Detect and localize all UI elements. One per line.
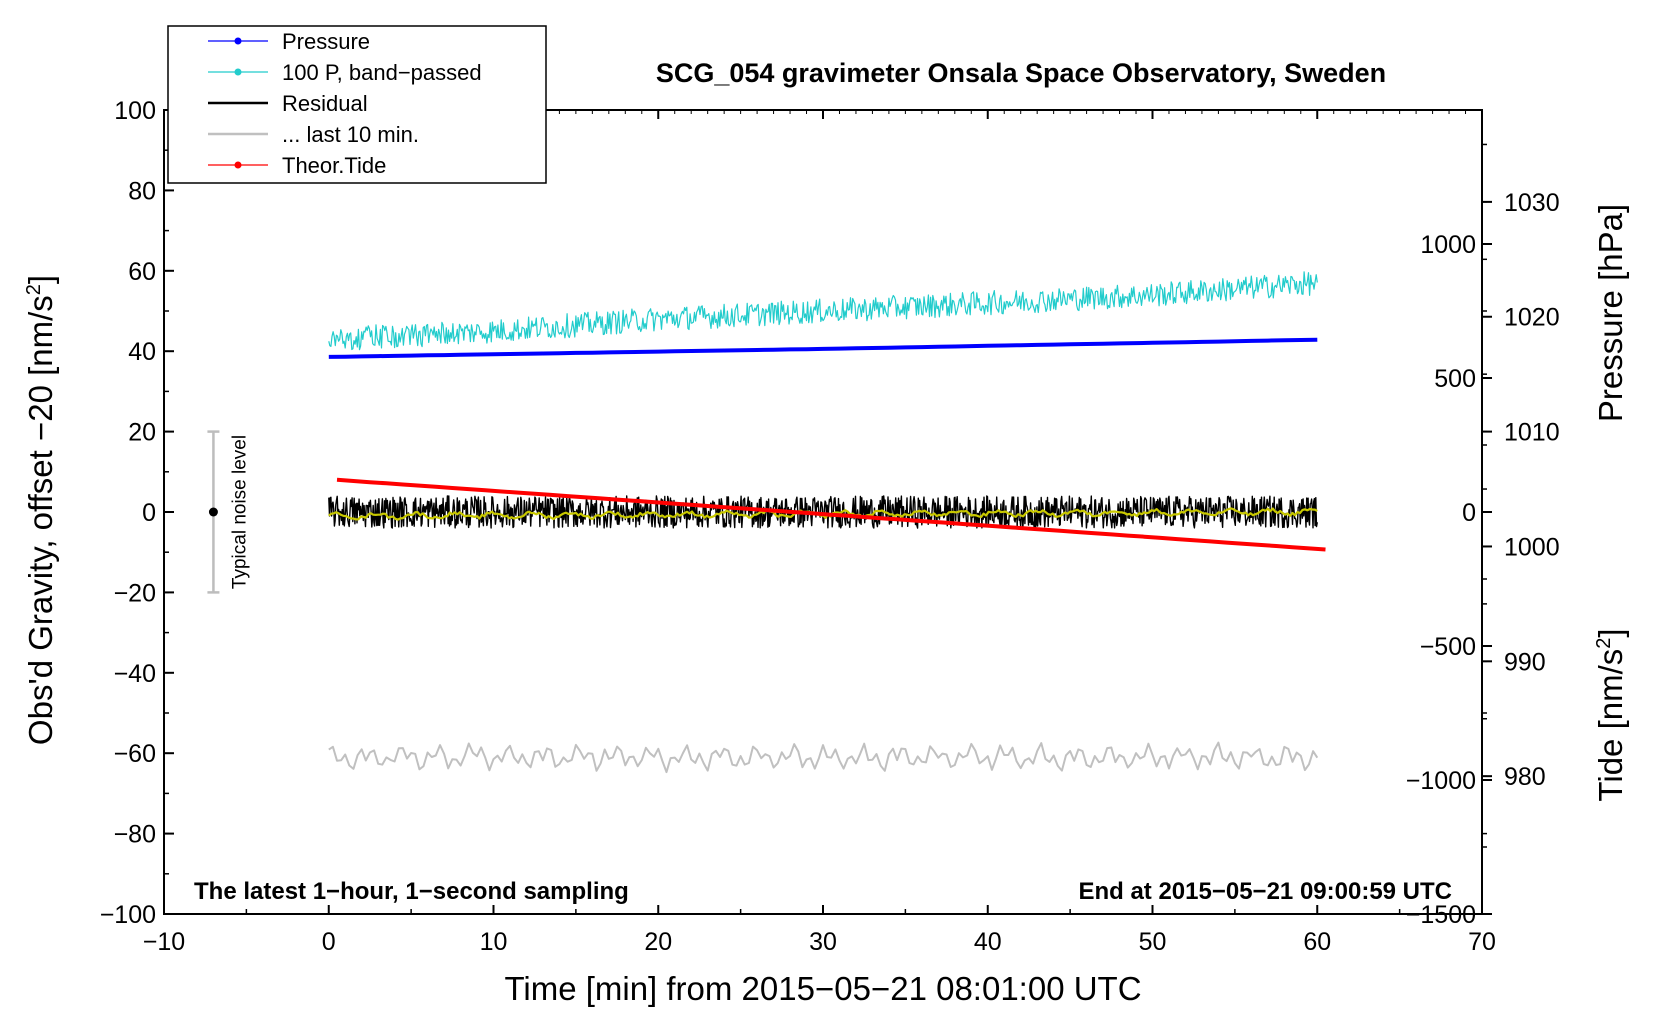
y-tick-label: 60: [128, 258, 156, 286]
y-axis-title-left: Obs'd Gravity, offset −20 [nm/s2]: [22, 275, 59, 745]
legend-label: 100 P, band−passed: [282, 60, 482, 85]
x-tick-label: −10: [143, 928, 185, 956]
y-tick-label: −80: [114, 821, 156, 849]
y-tick-label: 20: [128, 419, 156, 447]
x-tick-label: 50: [1139, 928, 1167, 956]
annotation-bottom-left: The latest 1−hour, 1−second sampling: [194, 878, 629, 905]
series-residual: [328, 495, 1318, 529]
pressure-tick-label: 1020: [1504, 304, 1560, 332]
x-tick-label: 30: [809, 928, 837, 956]
ticks-layer: −10 0 10 20 30 40 50 60 70−100−80−60−40−20020406…: [100, 97, 1560, 956]
x-tick-label: 70: [1468, 928, 1496, 956]
pressure-tick-label: 1030: [1504, 189, 1560, 217]
series-theor-tide: [336, 477, 1326, 552]
legend-marker: [234, 161, 242, 169]
x-axis-title: Time [min] from 2015−05−21 08:01:00 UTC: [504, 970, 1141, 1007]
tide-axis-title-end: ]: [1592, 628, 1629, 637]
tide-tick-label: 500: [1434, 365, 1476, 393]
legend: Pressure 100 P, band−passed Residual ... la…: [167, 25, 547, 184]
chart-title: SCG_054 gravimeter Onsala Space Observat…: [656, 58, 1386, 88]
tide-tick-label: −1000: [1406, 767, 1476, 795]
noise-bar-center-dot: [208, 507, 218, 517]
annotation-bottom-right: End at 2015−05−21 09:00:59 UTC: [1078, 878, 1452, 905]
legend-label: Residual: [282, 91, 368, 116]
legend-marker: [234, 68, 242, 76]
tide-tick-label: 0: [1462, 499, 1476, 527]
series-layer: [328, 271, 1326, 774]
x-tick-label: 60: [1303, 928, 1331, 956]
tide-tick-label: −500: [1420, 633, 1476, 661]
pressure-tick-label: 990: [1504, 648, 1546, 676]
y-axis-title-left-main: Obs'd Gravity, offset −20 [nm/s: [22, 295, 59, 745]
y-tick-label: 40: [128, 338, 156, 366]
y-tick-label: 80: [128, 177, 156, 205]
y-tick-label: −40: [114, 660, 156, 688]
y-tick-label: −100: [100, 901, 156, 929]
x-tick-label: 0: [322, 928, 336, 956]
tide-axis-title-sup: 2: [1593, 638, 1615, 649]
noise-bar: Typical noise level: [207, 430, 250, 594]
series-pressure: [328, 337, 1318, 359]
noise-bar-label: Typical noise level: [229, 435, 250, 589]
x-tick-label: 20: [644, 928, 672, 956]
series-100-p-band-passed: [328, 271, 1318, 351]
y-axis-title-left-end: ]: [22, 275, 59, 284]
y-axis-title-left-sup: 2: [23, 284, 45, 295]
pressure-tick-label: 980: [1504, 763, 1546, 791]
y-tick-label: −20: [114, 579, 156, 607]
legend-label: Theor.Tide: [282, 153, 386, 178]
x-tick-label: 10: [480, 928, 508, 956]
tide-axis-title: Tide [nm/s2]: [1592, 628, 1629, 801]
tide-axis-title-main: Tide [nm/s: [1592, 649, 1629, 802]
legend-marker: [234, 37, 242, 45]
pressure-axis-title: Pressure [hPa]: [1592, 204, 1629, 422]
y-tick-label: −60: [114, 740, 156, 768]
pressure-tick-label: 1000: [1504, 533, 1560, 561]
legend-label: Pressure: [282, 29, 370, 54]
y-tick-label: 0: [142, 499, 156, 527]
y-tick-label: 100: [114, 97, 156, 125]
legend-box: [167, 25, 547, 184]
pressure-tick-label: 1010: [1504, 419, 1560, 447]
tide-tick-label: 1000: [1420, 231, 1476, 259]
legend-label: ... last 10 min.: [282, 122, 419, 147]
series-last-10-min: [328, 741, 1319, 774]
tide-tick-label: −1500: [1406, 901, 1476, 929]
x-tick-label: 40: [974, 928, 1002, 956]
